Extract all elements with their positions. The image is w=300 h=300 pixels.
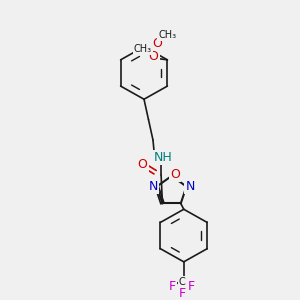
- Text: O: O: [138, 158, 147, 171]
- Text: O: O: [148, 50, 158, 63]
- Text: N: N: [148, 180, 158, 193]
- Text: F: F: [188, 280, 195, 292]
- Text: F: F: [179, 287, 186, 300]
- Text: F: F: [169, 280, 176, 292]
- Text: O: O: [170, 168, 180, 181]
- Text: N: N: [185, 180, 195, 193]
- Text: CH₃: CH₃: [158, 30, 176, 40]
- Text: NH: NH: [154, 151, 172, 164]
- Text: O: O: [152, 37, 162, 50]
- Text: CH₃: CH₃: [134, 44, 152, 54]
- Text: C: C: [179, 277, 186, 287]
